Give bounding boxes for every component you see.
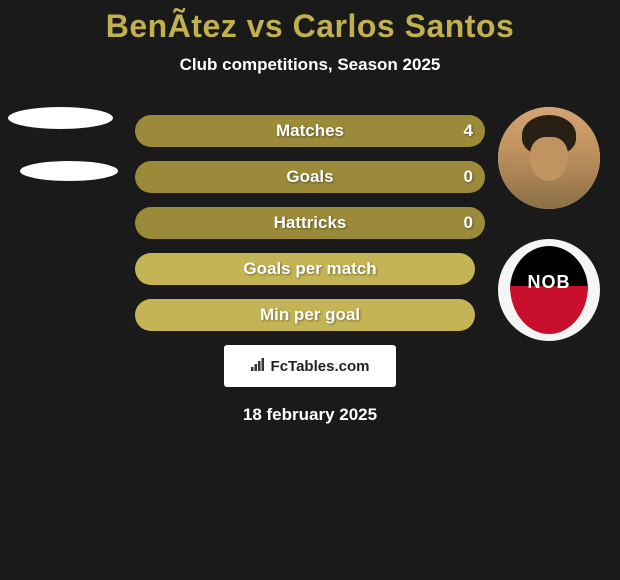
chart-icon [251,357,267,375]
stat-label: Min per goal [135,299,485,331]
left-player-avatar-placeholder [8,107,113,129]
stat-row: Goals 0 [135,161,485,193]
stat-row: Goals per match [135,253,485,285]
stat-label: Goals [135,161,485,193]
stat-row: Min per goal [135,299,485,331]
stat-row: Hattricks 0 [135,207,485,239]
stat-label: Matches [135,115,485,147]
stat-value: 0 [464,161,473,193]
badge-text: NOB [510,272,588,293]
stats-area: NOB Matches 4 Goals 0 Hattricks 0 [0,115,620,425]
left-player-column [8,107,118,213]
player-face-icon [498,107,600,209]
stat-value: 4 [464,115,473,147]
right-player-column: NOB [498,107,600,341]
attribution-badge[interactable]: FcTables.com [224,345,396,387]
stat-row: Matches 4 [135,115,485,147]
stat-value: 0 [464,207,473,239]
comparison-widget: BenÃ­tez vs Carlos Santos Club competiti… [0,0,620,425]
right-club-badge: NOB [498,239,600,341]
date-label: 18 february 2025 [0,405,620,425]
page-title: BenÃ­tez vs Carlos Santos [0,8,620,45]
shield-icon: NOB [510,246,588,334]
left-club-badge-placeholder [20,161,118,181]
stat-label: Hattricks [135,207,485,239]
subtitle: Club competitions, Season 2025 [0,55,620,75]
attribution-text: FcTables.com [271,358,370,375]
stat-bars: Matches 4 Goals 0 Hattricks 0 Goals per … [135,115,485,331]
right-player-avatar [498,107,600,209]
stat-label: Goals per match [135,253,485,285]
